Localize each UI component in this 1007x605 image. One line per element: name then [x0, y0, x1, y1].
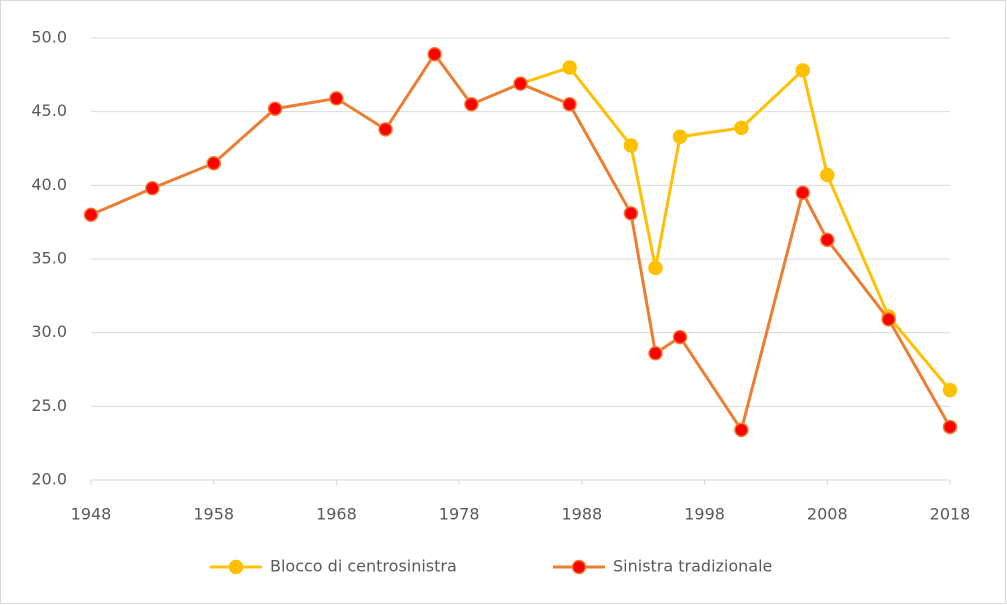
marker: [942, 419, 958, 435]
marker: [734, 120, 749, 136]
legend-label: Blocco di centrosinistra: [270, 557, 457, 576]
x-tick-label: 1998: [684, 505, 725, 524]
marker: [820, 167, 835, 183]
y-tick-label: 20.0: [31, 470, 67, 489]
y-tick-label: 30.0: [31, 322, 67, 341]
marker: [648, 346, 663, 361]
x-tick-label: 1978: [439, 505, 480, 524]
marker: [795, 63, 810, 78]
marker: [623, 206, 639, 221]
marker: [623, 138, 639, 153]
y-tick-label: 25.0: [31, 396, 67, 415]
marker: [562, 97, 577, 112]
marker: [145, 181, 160, 196]
series-line: [90, 51, 952, 434]
y-tick-label: 40.0: [31, 175, 67, 194]
y-tick-label: 50.0: [31, 28, 67, 47]
marker: [734, 422, 749, 438]
series-line: [520, 65, 952, 392]
legend-marker: [571, 559, 587, 575]
marker: [648, 260, 663, 276]
y-tick-label: 35.0: [31, 249, 67, 268]
marker: [206, 155, 221, 171]
legend-label: Sinistra tradizionale: [613, 557, 772, 576]
marker: [795, 185, 810, 200]
marker: [329, 91, 344, 106]
x-tick-label: 1958: [193, 505, 234, 524]
legend-marker: [228, 559, 244, 575]
marker: [562, 60, 577, 75]
marker: [672, 329, 688, 345]
marker: [672, 129, 688, 144]
x-tick-label: 2008: [807, 505, 848, 524]
x-tick-label: 1988: [561, 505, 602, 524]
y-tick-label: 45.0: [31, 101, 67, 120]
marker: [267, 101, 283, 116]
marker: [83, 207, 99, 223]
marker: [427, 46, 442, 62]
marker: [513, 76, 528, 91]
x-tick-label: 1948: [71, 505, 112, 524]
x-tick-label: 1968: [316, 505, 357, 524]
marker: [378, 122, 393, 137]
marker: [464, 97, 479, 112]
marker: [881, 312, 896, 327]
x-tick-label: 2018: [930, 505, 971, 524]
marker: [820, 232, 835, 248]
marker: [942, 382, 958, 398]
